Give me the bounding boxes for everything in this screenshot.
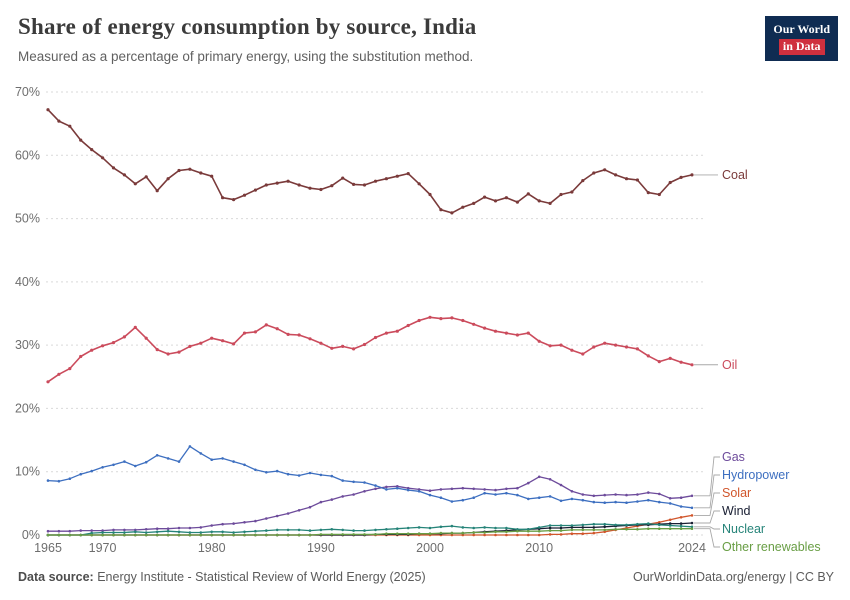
y-tick-label: 10% [15,465,40,479]
y-tick-label: 20% [15,401,40,415]
data-source: Data source: Energy Institute - Statisti… [18,570,426,584]
data-source-text: Energy Institute - Statistical Review of… [97,570,426,584]
series-line-other-renewables [48,528,692,536]
series-line-coal [47,109,693,214]
series-label-other-renewables[interactable]: Other renewables [722,540,821,554]
series-points-coal [46,108,694,215]
series-hydropower: Hydropower [46,445,789,510]
series-points-gas [46,475,694,533]
series-points-oil [46,315,694,384]
owid-logo-line1: Our World [773,22,830,36]
x-tick-label: 1965 [34,541,62,555]
credit-link[interactable]: OurWorldinData.org/energy | CC BY [632,570,834,584]
series-label-oil[interactable]: Oil [722,358,737,372]
x-tick-label: 1990 [307,541,335,555]
y-tick-label: 0% [22,528,40,542]
series-coal: Coal [46,108,748,215]
series-label-solar[interactable]: Solar [722,486,751,500]
y-tick-label: 70% [15,85,40,99]
series-points-other-renewables [46,527,694,537]
owid-logo-line2: in Data [778,38,825,55]
label-connector-wind [694,510,720,524]
series-label-nuclear[interactable]: Nuclear [722,522,765,536]
y-tick-label: 40% [15,275,40,289]
label-connector-hydropower [694,474,720,509]
page-subtitle: Measured as a percentage of primary ener… [18,49,474,64]
series-line-gas [48,476,693,532]
series-points-hydropower [46,445,694,510]
title-block: Share of energy consumption by source, I… [18,14,476,64]
chart-header: Share of energy consumption by source, I… [18,14,838,64]
series-line-oil [47,316,693,383]
series-wind: Wind [46,504,751,537]
label-connector-solar [694,492,720,516]
x-axis: 1965 1970 1980 1990 2000 2010 2024 [34,541,706,555]
y-tick-label: 60% [15,148,40,162]
page-title: Share of energy consumption by source, I… [18,14,477,39]
series-oil: Oil [46,315,737,384]
owid-logo[interactable]: Our World in Data [765,16,838,61]
label-connector-other-renewables [694,528,720,548]
x-tick-label: 1970 [89,541,117,555]
series-line-nuclear [48,522,693,536]
label-connector-nuclear [694,526,720,530]
x-tick-label: 2024 [678,541,706,555]
x-tick-label: 2000 [416,541,444,555]
series-label-coal[interactable]: Coal [722,168,748,182]
series-label-gas[interactable]: Gas [722,450,745,464]
y-tick-label: 50% [15,212,40,226]
x-tick-label: 1980 [198,541,226,555]
chart-footer: Data source: Energy Institute - Statisti… [18,570,834,584]
label-connector-gas [694,456,720,497]
series-line-hydropower [47,445,693,509]
y-tick-label: 30% [15,338,40,352]
chart-canvas: 0% 10% 20% 30% 40% 50% 60% 70% 1965 1970 1980 1990 2… [15,85,821,555]
series-label-hydropower[interactable]: Hydropower [722,468,789,482]
x-tick-label: 2010 [525,541,553,555]
series-gas: Gas [46,450,745,533]
data-source-label: Data source: [18,570,94,584]
series-nuclear: Nuclear [46,522,765,537]
series-label-wind[interactable]: Wind [722,504,751,518]
series-other-renewables: Other renewables [46,527,821,554]
gridlines: 0% 10% 20% 30% 40% 50% 60% 70% [15,85,706,542]
